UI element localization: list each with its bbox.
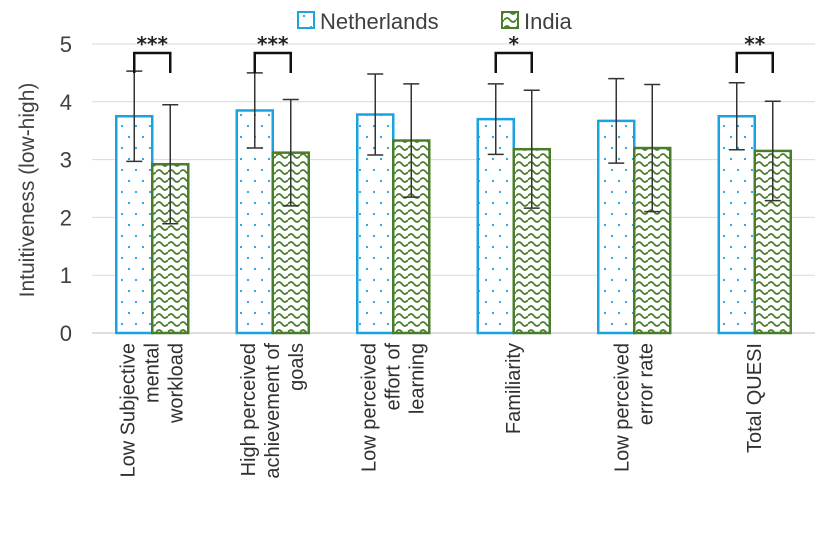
y-axis-ticks: 0 1 2 3 4 5 (60, 32, 72, 346)
y-tick-label: 3 (60, 148, 72, 173)
category-label: Familiarity (503, 343, 525, 434)
significance-marker: * (509, 32, 520, 56)
category-label: Low Subjective (117, 343, 139, 478)
category-label: High perceived (238, 343, 260, 476)
category-labels: Low Subjective mental workload High perceiv… (117, 343, 766, 479)
significance-brackets: *** *** * ** (133, 32, 774, 73)
category-label: goals (286, 343, 308, 391)
y-tick-label: 1 (60, 263, 72, 288)
significance-marker: ** (744, 32, 765, 56)
significance-marker: *** (137, 32, 169, 56)
category-label: error rate (635, 343, 657, 425)
category-label: effort of (382, 343, 404, 411)
bars (115, 109, 792, 335)
category-label: achievement of (262, 343, 284, 479)
category-label: learning (406, 343, 428, 414)
legend: Netherlands India (297, 9, 572, 34)
legend-label-india: India (524, 9, 572, 34)
category-label: Low perceived (611, 343, 633, 472)
significance-marker: *** (257, 32, 289, 56)
legend-swatch-india (501, 11, 519, 29)
category-label: Low perceived (358, 343, 380, 472)
significance-bracket (494, 51, 533, 73)
gridlines (92, 43, 815, 334)
y-tick-label: 5 (60, 32, 72, 57)
category-label: Total QUESI (744, 343, 766, 453)
bar-netherlands (717, 115, 756, 335)
category-label: workload (165, 343, 187, 424)
category-label: mental (141, 343, 163, 403)
significance-bracket (133, 51, 172, 73)
legend-swatch-netherlands (297, 11, 315, 29)
y-axis-label: Intuitiveness (low-high) (16, 83, 39, 298)
legend-label-netherlands: Netherlands (320, 9, 439, 34)
y-tick-label: 0 (60, 321, 72, 346)
y-tick-label: 4 (60, 90, 72, 115)
y-tick-label: 2 (60, 205, 72, 230)
error-bars (126, 70, 781, 225)
significance-bracket (735, 51, 774, 73)
significance-bracket (253, 51, 292, 73)
